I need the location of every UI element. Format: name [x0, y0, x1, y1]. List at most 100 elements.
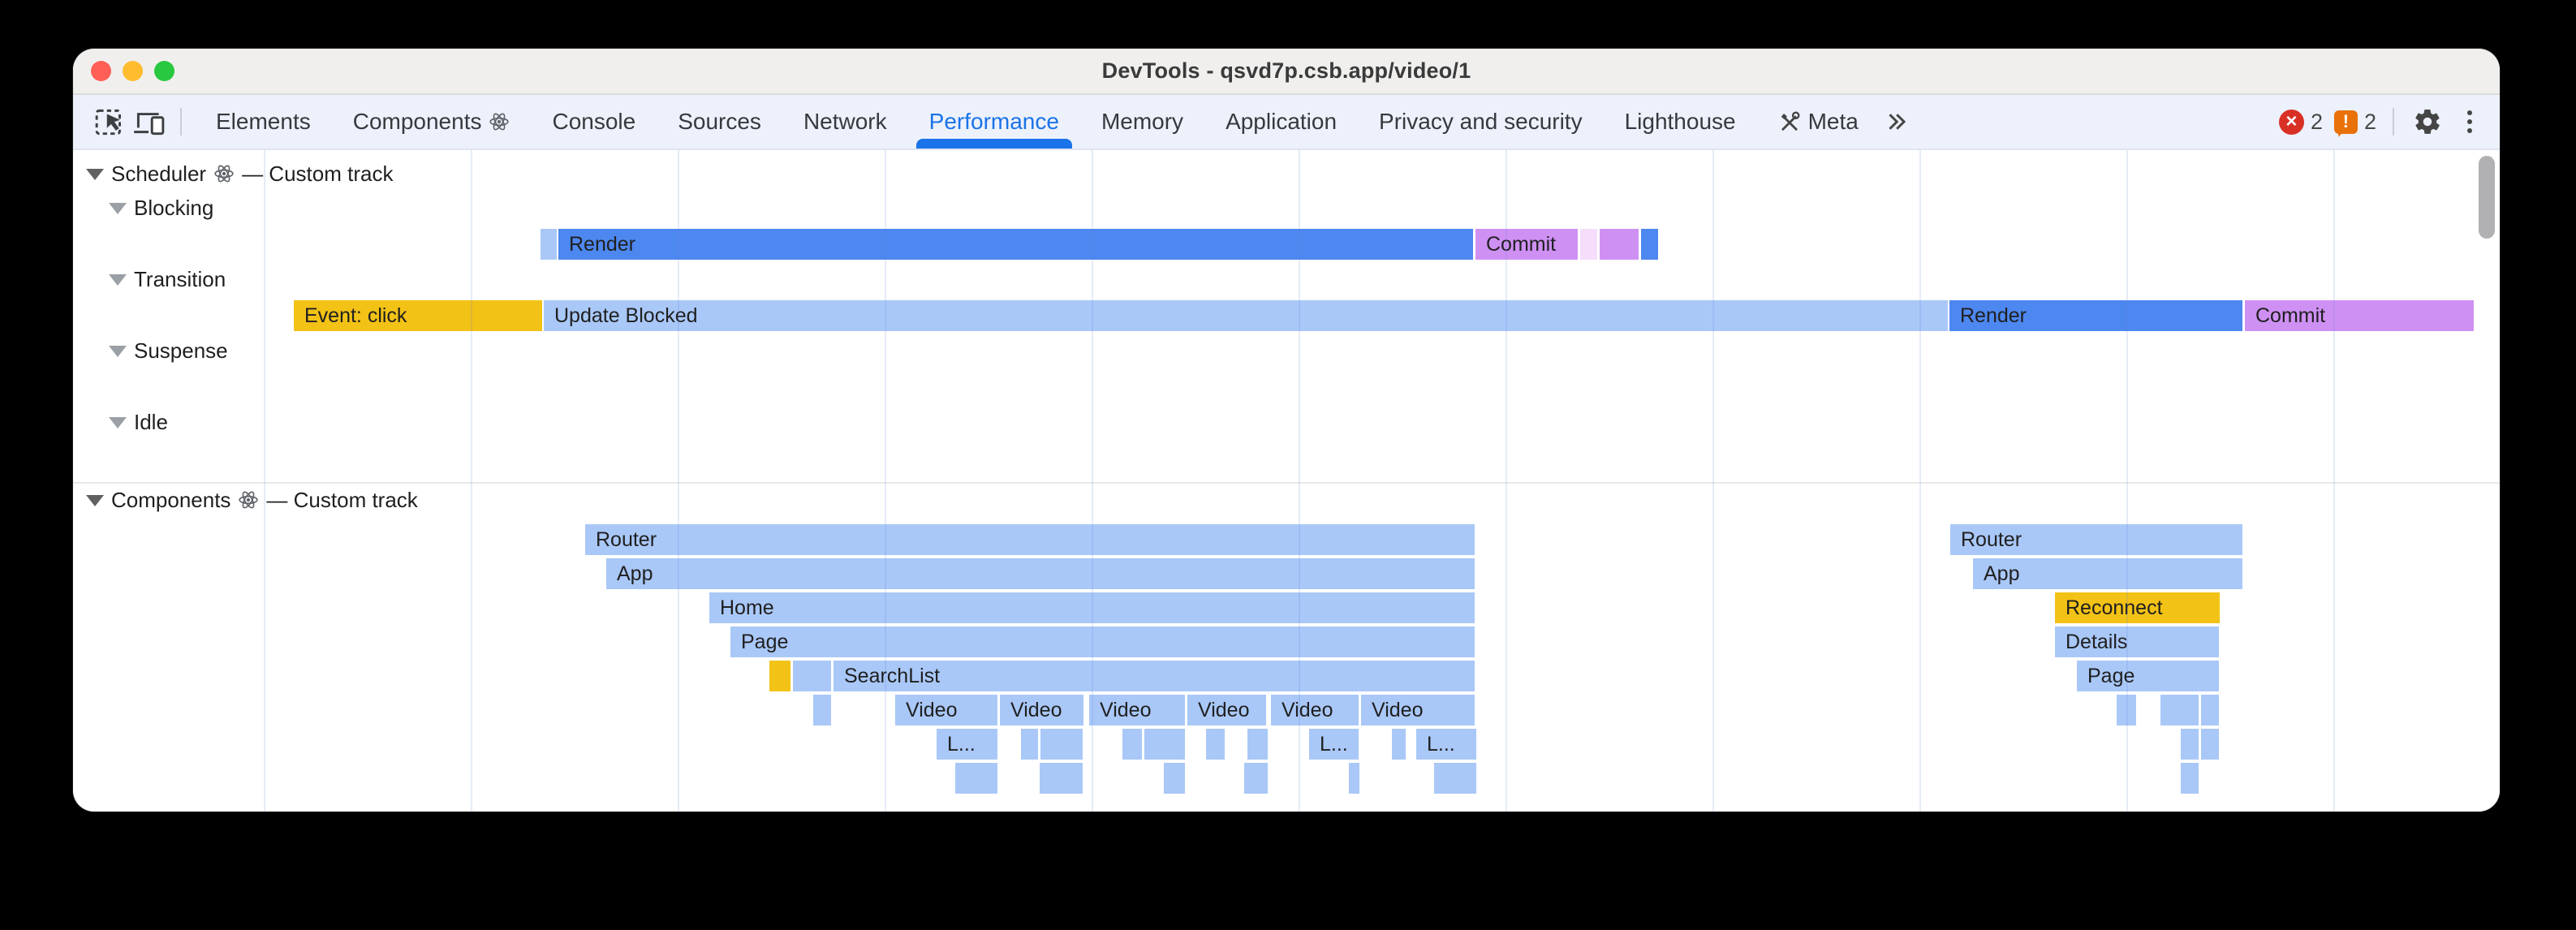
flame-bar[interactable] [769, 661, 790, 691]
tab-memory[interactable]: Memory [1080, 95, 1204, 149]
console-warnings-badge[interactable]: ! 2 [2333, 110, 2376, 135]
flame-bar[interactable] [1600, 229, 1639, 260]
flame-bar-l[interactable]: L... [1416, 729, 1476, 760]
flame-bar[interactable] [793, 661, 831, 691]
flame-bar[interactable] [2201, 729, 2219, 760]
flame-bar[interactable] [1122, 729, 1142, 760]
flame-bar[interactable] [1021, 729, 1038, 760]
flame-bar-commit[interactable]: Commit [1475, 229, 1578, 260]
flame-bar[interactable] [955, 763, 997, 794]
tab-label: Meta [1807, 109, 1859, 134]
flame-bar-searchlist[interactable]: SearchList [834, 661, 1475, 691]
flame-bar[interactable] [1641, 229, 1658, 260]
tab-privacy-and-security[interactable]: Privacy and security [1358, 95, 1604, 149]
flame-bar-event-click[interactable]: Event: click [294, 300, 542, 331]
lane-label-text: Transition [134, 266, 226, 291]
lane-label-text: Idle [134, 409, 168, 434]
track-header-scheduler[interactable]: Scheduler — Custom track [86, 158, 393, 189]
flame-bar[interactable] [1580, 229, 1597, 260]
flame-bar[interactable] [1244, 763, 1268, 794]
toolbar-divider [180, 108, 182, 136]
tab-meta[interactable]: Meta [1757, 95, 1880, 149]
flame-bar[interactable] [1040, 729, 1083, 760]
lane-label-suspense[interactable]: Suspense [109, 335, 228, 366]
more-tabs-button[interactable] [1880, 101, 1912, 143]
close-window-button[interactable] [91, 61, 111, 81]
flame-bar-reconnect[interactable]: Reconnect [2055, 592, 2220, 623]
window-title: DevTools - qsvd7p.csb.app/video/1 [1101, 58, 1471, 83]
flame-bar[interactable] [1144, 729, 1185, 760]
gridline [471, 150, 472, 812]
lane-label-text: Scheduler [111, 161, 207, 186]
track-header-components[interactable]: Components — Custom track [86, 484, 418, 515]
tab-network[interactable]: Network [782, 95, 908, 149]
flame-bar[interactable] [1164, 763, 1185, 794]
flame-bar-render[interactable]: Render [558, 229, 1473, 260]
flame-bar[interactable] [1040, 763, 1083, 794]
flame-bar-commit[interactable]: Commit [2245, 300, 2474, 331]
flame-bar-app[interactable]: App [1973, 558, 2242, 589]
settings-button[interactable] [2410, 101, 2445, 143]
collapse-triangle-icon[interactable] [86, 495, 104, 506]
flame-bar[interactable] [1247, 729, 1268, 760]
tab-performance[interactable]: Performance [908, 95, 1080, 149]
flame-bar-l[interactable]: L... [937, 729, 997, 760]
flame-bar[interactable] [2117, 695, 2136, 725]
flame-bar-page[interactable]: Page [2077, 661, 2219, 691]
minimize-window-button[interactable] [123, 61, 143, 81]
flame-bar-render[interactable]: Render [1949, 300, 2242, 331]
flame-bar-video[interactable]: Video [1361, 695, 1475, 725]
inspect-element-button[interactable] [93, 101, 130, 143]
flame-bar[interactable] [2201, 695, 2219, 725]
flame-bar-video[interactable]: Video [1271, 695, 1359, 725]
gridline [1712, 150, 1714, 812]
collapse-triangle-icon[interactable] [86, 169, 104, 180]
tab-sources[interactable]: Sources [657, 95, 782, 149]
flame-bar[interactable] [2181, 763, 2199, 794]
flame-bar-app[interactable]: App [606, 558, 1475, 589]
gridline [2333, 150, 2335, 812]
tab-components[interactable]: Components [332, 95, 532, 149]
flame-bar-router[interactable]: Router [1950, 524, 2242, 555]
collapse-triangle-icon[interactable] [109, 274, 127, 286]
react-atom-icon [214, 165, 234, 183]
tools-icon [1781, 111, 1800, 131]
flame-bar-video[interactable]: Video [1000, 695, 1083, 725]
flame-bar[interactable] [1349, 763, 1359, 794]
collapse-triangle-icon[interactable] [109, 346, 127, 357]
lane-label-transition[interactable]: Transition [109, 264, 226, 295]
flame-bar-l[interactable]: L... [1309, 729, 1359, 760]
tab-elements[interactable]: Elements [195, 95, 332, 149]
flame-bar[interactable] [1392, 729, 1406, 760]
flame-bar-video[interactable]: Video [1187, 695, 1266, 725]
devtools-window: DevTools - qsvd7p.csb.app/video/1 Elemen… [73, 49, 2500, 812]
flame-bar[interactable] [541, 229, 557, 260]
flame-bar[interactable] [1206, 729, 1225, 760]
performance-flame-canvas[interactable]: Scheduler — Custom track Blocking Transiti… [73, 150, 2500, 812]
device-toolbar-button[interactable] [130, 101, 167, 143]
flame-bar[interactable] [2181, 729, 2199, 760]
vertical-scrollbar-thumb[interactable] [2479, 156, 2495, 239]
flame-bar-details[interactable]: Details [2055, 626, 2219, 657]
lane-label-blocking[interactable]: Blocking [109, 192, 213, 223]
tab-console[interactable]: Console [531, 95, 657, 149]
more-options-button[interactable] [2456, 103, 2483, 140]
flame-bar-update-blocked[interactable]: Update Blocked [544, 300, 1948, 331]
lane-label-idle[interactable]: Idle [109, 407, 168, 437]
console-errors-badge[interactable]: × 2 [2278, 109, 2323, 135]
react-atom-icon [239, 491, 259, 509]
flame-bar[interactable] [2160, 695, 2199, 725]
tab-label: Performance [928, 109, 1059, 134]
flame-bar-router[interactable]: Router [585, 524, 1475, 555]
flame-bar[interactable] [1434, 763, 1476, 794]
tab-lighthouse[interactable]: Lighthouse [1604, 95, 1757, 149]
flame-bar-video[interactable]: Video [1089, 695, 1185, 725]
flame-bar-page[interactable]: Page [730, 626, 1475, 657]
zoom-window-button[interactable] [154, 61, 174, 81]
collapse-triangle-icon[interactable] [109, 417, 127, 428]
flame-bar[interactable] [813, 695, 831, 725]
tab-application[interactable]: Application [1204, 95, 1358, 149]
flame-bar-video[interactable]: Video [895, 695, 997, 725]
collapse-triangle-icon[interactable] [109, 203, 127, 214]
flame-bar-home[interactable]: Home [709, 592, 1475, 623]
